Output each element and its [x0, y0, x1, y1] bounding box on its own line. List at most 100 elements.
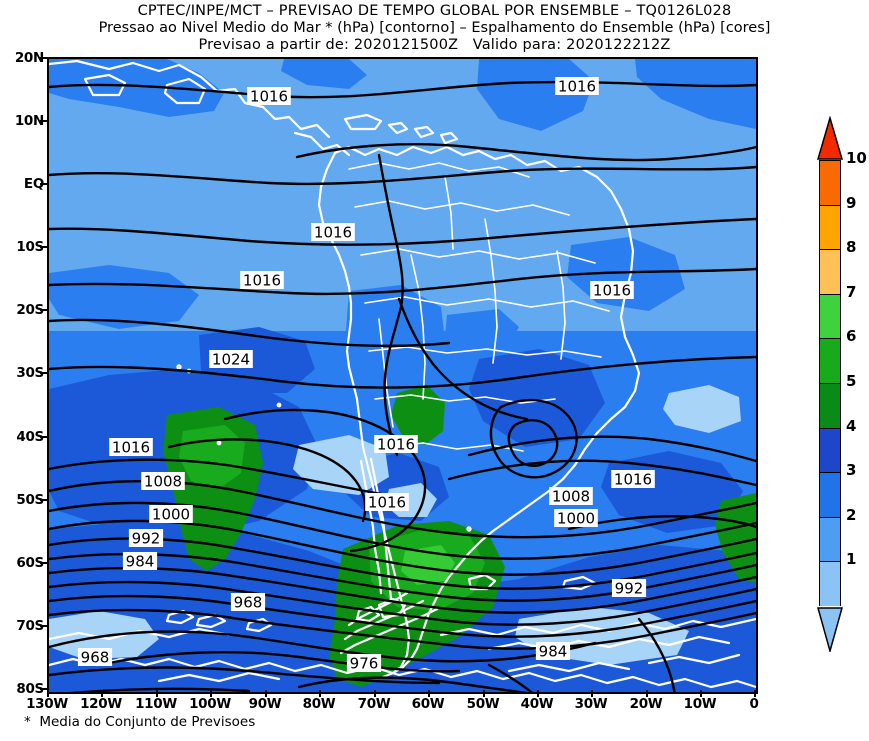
footnote: * Media do Conjunto de Previsoes — [24, 714, 256, 730]
contour-label-value: 1024 — [212, 351, 250, 369]
contour-label-value: 1016 — [377, 436, 415, 454]
colorbar-tick-label-6: 6 — [846, 327, 857, 346]
y-axis-label-10s: 10S — [16, 239, 44, 255]
y-axis-tick — [40, 562, 47, 564]
contour-label-box — [590, 281, 634, 299]
colorbar-segment-7 — [819, 293, 841, 339]
contour-label-value: 992 — [132, 530, 161, 548]
colorbar-segment-6 — [819, 338, 841, 383]
x-axis-tick — [537, 690, 539, 697]
x-axis-label-50w: 50W — [466, 696, 500, 712]
y-axis-tick — [40, 499, 47, 501]
y-axis-label-80s: 80S — [16, 681, 44, 697]
x-axis-tick — [591, 690, 593, 697]
contour-label-box — [311, 223, 355, 241]
y-axis-label-20s: 20S — [16, 302, 44, 318]
y-axis-label-eq: EQ — [23, 176, 44, 192]
x-axis-tick — [374, 690, 376, 697]
colorbar-under-triangle — [817, 607, 843, 652]
contour-label-value: 968 — [234, 594, 263, 612]
colorbar-segment-2 — [819, 516, 841, 562]
colorbar-tick-label-7: 7 — [846, 282, 857, 301]
x-axis-tick — [101, 690, 103, 697]
contour-label-value: 984 — [539, 643, 568, 661]
x-axis-tick — [319, 690, 321, 697]
contour-label-box — [141, 472, 185, 490]
contour-label-value: 1000 — [557, 510, 595, 528]
contour-label-box — [240, 271, 284, 289]
x-axis-tick — [483, 690, 485, 697]
colorbar-segment-3 — [819, 472, 841, 517]
x-axis-tick — [265, 690, 267, 697]
map-plot-area: 1016 1016 1016 1016 1016 1024 1016 1016 1016 1008… — [47, 57, 758, 694]
contour-label-value: 1008 — [552, 488, 590, 506]
colorbar-tick-label-9: 9 — [846, 193, 857, 212]
x-axis-label-100w: 100W — [189, 696, 231, 712]
contour-label-box — [122, 552, 158, 570]
colorbar-tick-label-4: 4 — [846, 416, 857, 435]
contour-label-value: 968 — [81, 649, 110, 667]
colorbar-tick-label-8: 8 — [846, 238, 857, 257]
title-line-2: Pressao ao Nivel Medio do Mar * (hPa) [c… — [98, 20, 771, 36]
colorbar-tick-label-5: 5 — [846, 372, 857, 390]
colorbar-segment-10 — [819, 160, 841, 205]
x-axis-label-90w: 90W — [248, 696, 282, 712]
colorbar-segment-1 — [819, 561, 841, 606]
colorbar-tick-label-3: 3 — [846, 461, 857, 480]
y-axis-tick — [40, 436, 47, 438]
x-axis-tick — [47, 690, 49, 697]
y-axis-tick — [40, 246, 47, 248]
contour-label-box — [611, 579, 647, 597]
y-axis-tick — [40, 625, 47, 627]
y-axis-tick — [40, 57, 47, 59]
contour-label-group: 1016 1016 1016 1016 1016 1024 1016 1016 1016 1008… — [77, 77, 655, 673]
contour-label-value: 992 — [615, 580, 644, 598]
y-axis-tick — [40, 309, 47, 311]
contour-label-box — [374, 435, 418, 453]
colorbar-over-triangle — [817, 116, 843, 160]
title-line-3: Previsao a partir de: 2020121500Z Valido… — [198, 37, 671, 53]
x-axis-tick — [156, 690, 158, 697]
x-axis-label-10w: 10W — [683, 696, 717, 712]
y-axis-label-50s: 50S — [16, 492, 44, 508]
x-axis-tick — [210, 690, 212, 697]
contour-label-box — [247, 87, 291, 105]
x-axis-label-40w: 40W — [520, 696, 554, 712]
colorbar-segment-9 — [819, 204, 841, 250]
colorbar-segment-5 — [819, 383, 841, 428]
contour-label-value: 1016 — [314, 224, 352, 242]
y-axis-label-20n: 20N — [14, 50, 44, 66]
contour-label-box — [77, 648, 113, 666]
x-axis-label-0: 0 — [749, 696, 759, 712]
contour-label-box — [209, 350, 253, 368]
colorbar-tick-label-10: 10 — [846, 149, 867, 167]
contour-label-value: 1008 — [144, 473, 182, 491]
contour-label-value: 1016 — [112, 439, 150, 457]
x-axis-label-110w: 110W — [135, 696, 177, 712]
y-axis-label-30s: 30S — [16, 365, 44, 381]
y-axis-label-60s: 60S — [16, 555, 44, 571]
contour-label-box — [549, 487, 593, 505]
title-line-1: CPTEC/INPE/MCT – PREVISAO DE TEMPO GLOBA… — [137, 3, 732, 19]
x-axis-tick — [428, 690, 430, 697]
contour-label-box — [149, 505, 193, 523]
contour-label-value: 984 — [126, 553, 155, 571]
contour-label-value: 1016 — [593, 282, 631, 300]
x-axis-label-130w: 130W — [26, 696, 68, 712]
contour-label-value: 1016 — [614, 471, 652, 489]
contour-label-value: 1016 — [368, 494, 406, 512]
x-axis-label-60w: 60W — [411, 696, 445, 712]
x-axis-label-30w: 30W — [574, 696, 608, 712]
pressure-contours — [49, 80, 756, 692]
colorbar-segment-4 — [819, 427, 841, 473]
contour-label-value: 1000 — [152, 506, 190, 524]
y-axis-tick — [40, 183, 47, 185]
contour-label-box — [611, 470, 655, 488]
x-axis-label-70w: 70W — [357, 696, 391, 712]
contour-label-box — [109, 438, 153, 456]
chart-title-block: CPTEC/INPE/MCT – PREVISAO DE TEMPO GLOBA… — [0, 0, 869, 54]
contour-label-value: 976 — [350, 655, 379, 673]
contour-label-box — [230, 593, 266, 611]
y-axis-label-10n: 10N — [14, 113, 44, 129]
contour-label-box — [365, 493, 409, 511]
